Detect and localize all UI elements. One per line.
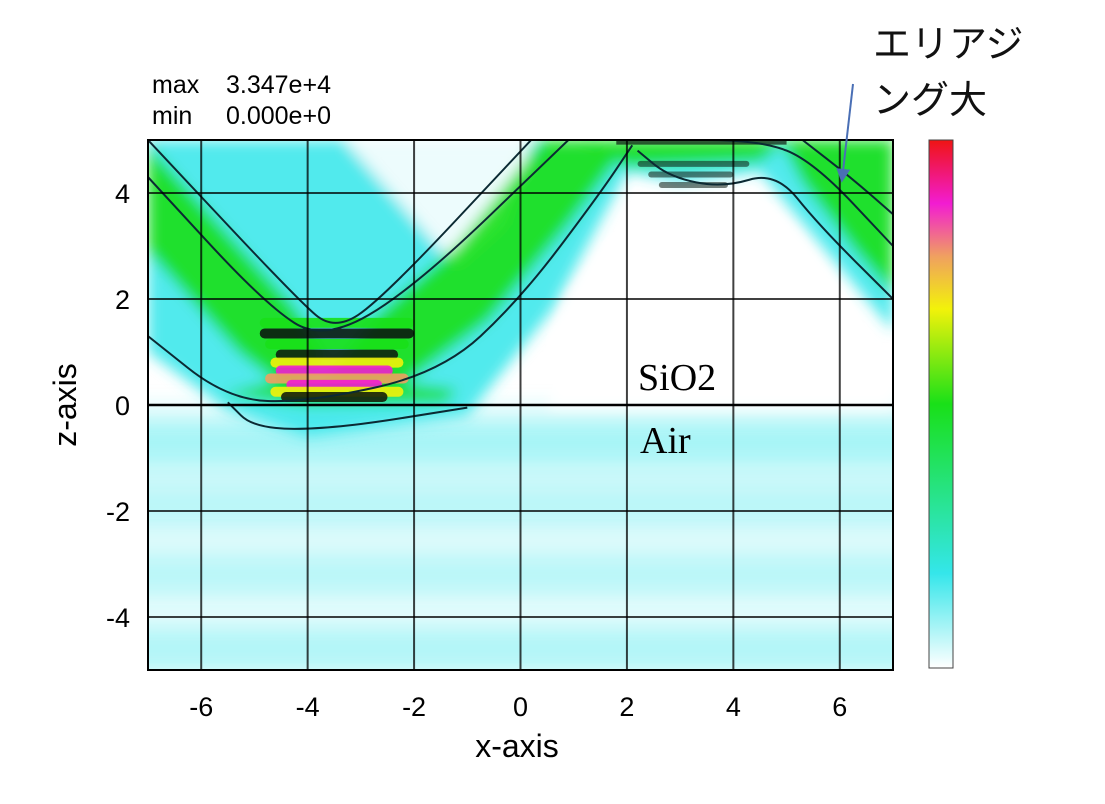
contour-line (653, 140, 893, 247)
fringe-stripe (275, 365, 393, 376)
contour-line (148, 140, 532, 324)
contour-line (148, 144, 634, 403)
stats-block: max 3.347e+4 min 0.000e+0 (152, 71, 331, 130)
y-tick-label: 2 (115, 285, 130, 315)
colorbar (928, 139, 954, 669)
annotation-arrow (836, 83, 854, 183)
y-tick-labels: -4 -2 0 2 4 (106, 179, 130, 633)
contour-line (801, 140, 893, 215)
green-beam-left (148, 145, 329, 390)
min-label: min (152, 102, 192, 130)
aliasing-annotation: エリアジ ング大 (836, 24, 1023, 183)
x-tick-label: 0 (513, 692, 528, 722)
green-beam-aliased (781, 140, 893, 294)
fringe-stripe (270, 357, 404, 368)
x-tick-label: 2 (619, 692, 634, 722)
fringe-stripe (637, 160, 750, 167)
annotation-line-2: ング大 (873, 80, 987, 122)
x-tick-label: 6 (832, 692, 847, 722)
contour-lines (148, 140, 893, 430)
fringe-stripe (616, 140, 787, 145)
x-tick-label: -4 (296, 692, 320, 722)
max-value: 3.347e+4 (226, 71, 331, 99)
region-label-sio2: SiO2 (638, 357, 716, 399)
fringe-stripe (275, 349, 399, 360)
contour-line (148, 140, 570, 332)
x-tick-label: 4 (726, 692, 741, 722)
max-label: max (152, 71, 200, 99)
fringe-stripe (265, 339, 409, 350)
plot-frame (147, 139, 894, 671)
y-tick-label: 0 (115, 391, 130, 421)
x-axis-title: x-axis (475, 728, 559, 764)
clear-zone (547, 208, 893, 408)
x-tick-label: -2 (402, 692, 426, 722)
fringe-stripe (648, 171, 734, 178)
y-tick-label: 4 (115, 179, 130, 209)
y-tick-label: -4 (106, 603, 130, 633)
min-value: 0.000e+0 (226, 102, 331, 130)
x-tick-labels: -6 -4 -2 0 2 4 6 (189, 692, 847, 722)
plot-area (147, 139, 894, 671)
contour-line (227, 401, 468, 430)
annotation-line-1: エリアジ (873, 24, 1023, 66)
x-tick-label: -6 (189, 692, 213, 722)
y-axis-title: z-axis (47, 363, 83, 447)
region-label-air: Air (640, 420, 691, 462)
colorbar-gradient (928, 139, 954, 669)
fringe-stripe (259, 328, 415, 339)
y-tick-label: -2 (106, 497, 130, 527)
